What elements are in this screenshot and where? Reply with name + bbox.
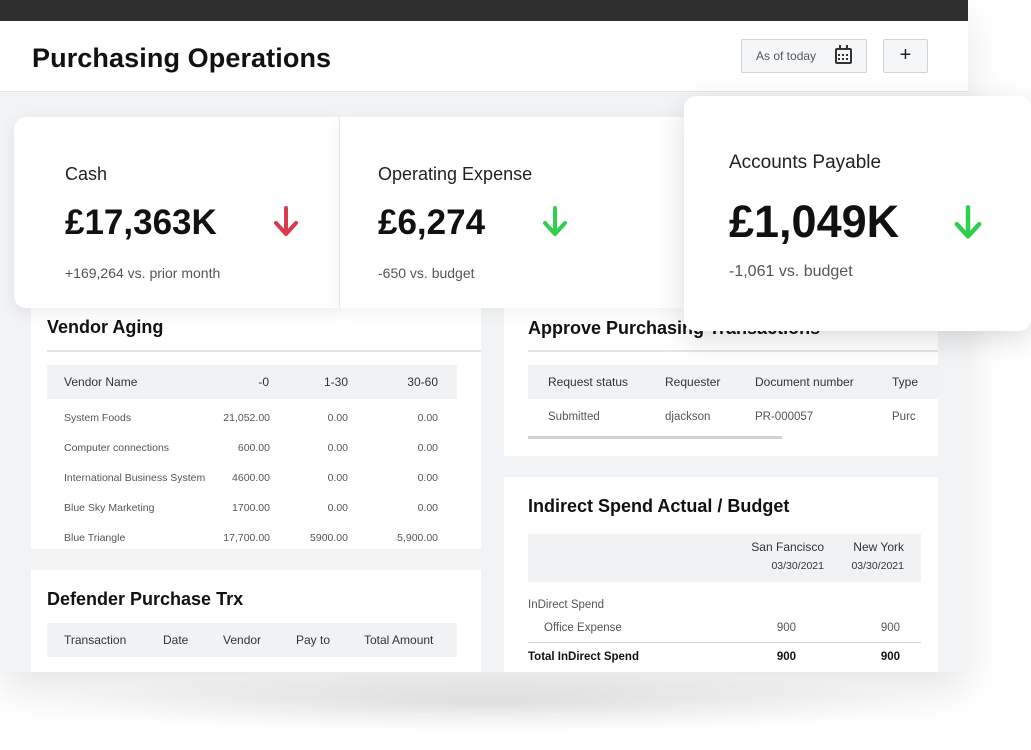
kpi-card-cash[interactable]: Cash £17,363K +169,264 vs. prior month (14, 117, 339, 308)
date-filter-label: As of today (756, 49, 817, 63)
aging-value: 0.00 (417, 412, 438, 424)
arrow-down-icon (543, 206, 567, 236)
vendor-aging-card: Vendor Aging Vendor Name -0 1-30 30-60 S… (31, 300, 481, 549)
indirect-spend-title: Indirect Spend Actual / Budget (528, 496, 790, 516)
horizontal-scrollbar[interactable] (528, 436, 782, 439)
row-value: 900 (880, 622, 900, 634)
aging-value: 17,700.00 (223, 532, 270, 544)
date-filter-button[interactable]: As of today (741, 39, 867, 73)
divider (528, 642, 921, 643)
column-header[interactable]: Request status (548, 375, 629, 389)
column-header[interactable]: Vendor Name (64, 375, 138, 389)
aging-value: 5900.00 (310, 532, 348, 544)
total-value: 900 (880, 651, 900, 663)
kpi-comparison: -1,061 vs. budget (729, 263, 853, 280)
vendor-name: International Business System (64, 472, 206, 484)
kpi-value: £6,274 (378, 203, 486, 242)
kpi-card-operating-expense[interactable]: Operating Expense £6,274 -650 vs. budget (339, 117, 684, 308)
drop-shadow (40, 672, 940, 732)
request-status: Submitted (548, 411, 600, 423)
vendor-name: Computer connections (64, 442, 170, 454)
kpi-label: Operating Expense (378, 164, 533, 184)
kpi-comparison: -650 vs. budget (378, 265, 475, 281)
add-widget-button[interactable]: + (883, 39, 928, 73)
row-label: Office Expense (544, 622, 622, 634)
arrow-down-icon-path (543, 206, 567, 236)
arrow-down-icon-path (274, 206, 298, 236)
group-label: InDirect Spend (528, 599, 605, 611)
kpi-card-accounts-payable[interactable]: Accounts Payable £1,049K -1,061 vs. budg… (684, 96, 1031, 331)
calendar-icon (835, 45, 852, 64)
column-header[interactable]: Transaction (64, 633, 127, 647)
aging-value: 0.00 (327, 442, 348, 454)
aging-value: 0.00 (417, 472, 438, 484)
indirect-spend-card: Indirect Spend Actual / Budget San Fanci… (504, 477, 938, 672)
column-header[interactable]: Vendor (223, 633, 262, 647)
vendor-aging-header: Vendor Name -0 1-30 30-60 (47, 365, 457, 399)
aging-value: 0.00 (327, 412, 348, 424)
aging-value: 5,900.00 (397, 532, 438, 544)
aging-value: 0.00 (417, 502, 438, 514)
defender-purchase-card: Defender Purchase Trx Transaction Date V… (31, 570, 481, 672)
aging-value: 600.00 (237, 442, 270, 454)
aging-value: 1700.00 (232, 502, 270, 514)
vendor-name: Blue Sky Marketing (64, 502, 155, 514)
indirect-spend-header: San Fancisco 03/30/2021 New York 03/30/2… (528, 534, 921, 582)
title-bar (0, 0, 968, 21)
approve-transactions-header: Request status Requester Document number… (528, 365, 938, 399)
column-header[interactable]: Requester (665, 375, 721, 389)
document-type: Purc (892, 411, 916, 423)
column-header[interactable]: 30-60 (407, 375, 438, 389)
column-header[interactable]: 1-30 (323, 375, 348, 389)
page-title: Purchasing Operations (32, 43, 332, 73)
vendor-name: Blue Triangle (64, 532, 126, 544)
column-header[interactable]: Total Amount (364, 633, 434, 647)
column-header-date: 03/30/2021 (851, 560, 904, 572)
row-value: 900 (776, 622, 796, 634)
defender-purchase-header: Transaction Date Vendor Pay to Total Amo… (47, 623, 457, 657)
column-header-name[interactable]: New York (853, 540, 904, 554)
arrow-down-icon-path (954, 205, 982, 239)
aging-value: 0.00 (327, 502, 348, 514)
column-header[interactable]: Document number (755, 375, 854, 389)
defender-purchase-title: Defender Purchase Trx (47, 589, 244, 609)
column-header[interactable]: Pay to (296, 633, 331, 647)
divider (528, 350, 938, 352)
aging-value: 0.00 (417, 442, 438, 454)
divider (47, 350, 481, 352)
requester: djackson (665, 411, 711, 423)
kpi-comparison: +169,264 vs. prior month (65, 265, 221, 281)
total-label: Total InDirect Spend (528, 651, 639, 663)
column-header-date: 03/30/2021 (771, 560, 824, 572)
total-value: 900 (776, 651, 796, 663)
document-number: PR-000057 (755, 411, 814, 423)
column-header[interactable]: -0 (258, 375, 269, 389)
page-header: Purchasing Operations As of today + (0, 21, 968, 92)
aging-value: 4600.00 (232, 472, 270, 484)
aging-value: 21,052.00 (223, 412, 270, 424)
kpi-value: £1,049K (729, 196, 900, 247)
arrow-down-icon (274, 206, 298, 236)
column-header-name[interactable]: San Fancisco (751, 540, 824, 554)
aging-value: 0.00 (327, 472, 348, 484)
vendor-aging-title: Vendor Aging (47, 317, 164, 337)
column-header[interactable]: Type (892, 375, 919, 389)
kpi-label: Cash (65, 164, 108, 184)
vendor-name: System Foods (64, 412, 132, 424)
kpi-label: Accounts Payable (729, 152, 882, 173)
column-header[interactable]: Date (163, 633, 189, 647)
kpi-value: £17,363K (65, 203, 217, 242)
arrow-down-icon (954, 205, 982, 239)
